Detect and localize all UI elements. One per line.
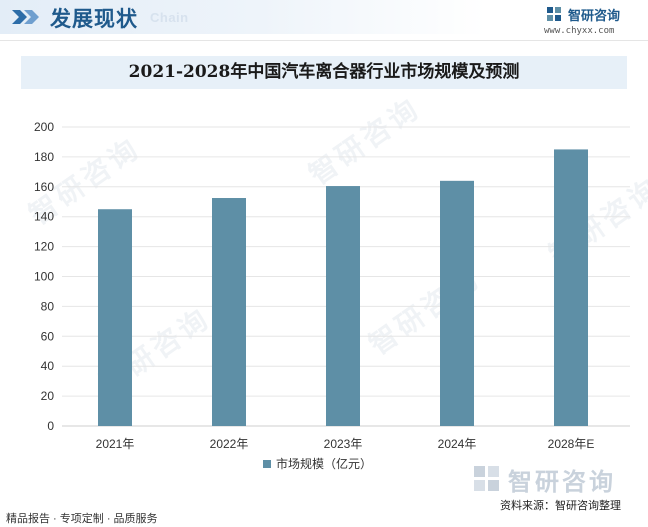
footer-source: 资料来源：智研咨询整理 <box>500 500 621 512</box>
page-title: 发展现状 <box>50 6 138 31</box>
x-tick-label: 2023年 <box>324 437 363 451</box>
header-divider <box>0 40 648 41</box>
x-tick-label: 2028年E <box>548 437 595 451</box>
legend-label: 市场规模（亿元） <box>276 456 372 471</box>
y-tick-label: 120 <box>34 240 54 254</box>
page-subtitle: Chain <box>150 10 189 25</box>
y-tick-label: 160 <box>34 180 54 194</box>
bar-2 <box>212 198 246 426</box>
footer-tagline: 精品报告 · 专项定制 · 品质服务 <box>6 513 158 525</box>
y-tick-label: 80 <box>41 299 55 313</box>
bar-5 <box>554 149 588 427</box>
x-tick-label: 2022年 <box>210 437 249 451</box>
bar-1 <box>98 209 132 426</box>
y-tick-label: 200 <box>34 120 54 134</box>
y-tick-label: 100 <box>34 270 54 284</box>
chart-title: 2021-2028年中国汽车离合器行业市场规模及预测 <box>128 62 520 82</box>
chart-title-band <box>21 56 627 89</box>
double-chevron-icon <box>12 10 39 24</box>
brand-name: 智研咨询 <box>568 8 621 23</box>
header-bar <box>0 0 648 34</box>
legend-swatch <box>263 460 271 468</box>
bar-3 <box>326 186 360 426</box>
bar-4 <box>440 180 474 426</box>
footer-logo-icon <box>474 466 499 491</box>
y-tick-label: 60 <box>41 329 55 343</box>
brand-logo-icon <box>547 7 561 21</box>
y-tick-label: 20 <box>41 389 55 403</box>
x-tick-label: 2024年 <box>438 437 477 451</box>
y-tick-label: 40 <box>41 359 55 373</box>
brand-url: www.chyxx.com <box>544 26 615 36</box>
x-tick-label: 2021年 <box>96 437 135 451</box>
y-tick-label: 140 <box>34 210 54 224</box>
footer-brand: 智研咨询 <box>508 469 616 496</box>
y-tick-label: 0 <box>47 419 54 433</box>
y-tick-label: 180 <box>34 150 54 164</box>
brand-block: 智研咨询 www.chyxx.com <box>544 3 638 39</box>
